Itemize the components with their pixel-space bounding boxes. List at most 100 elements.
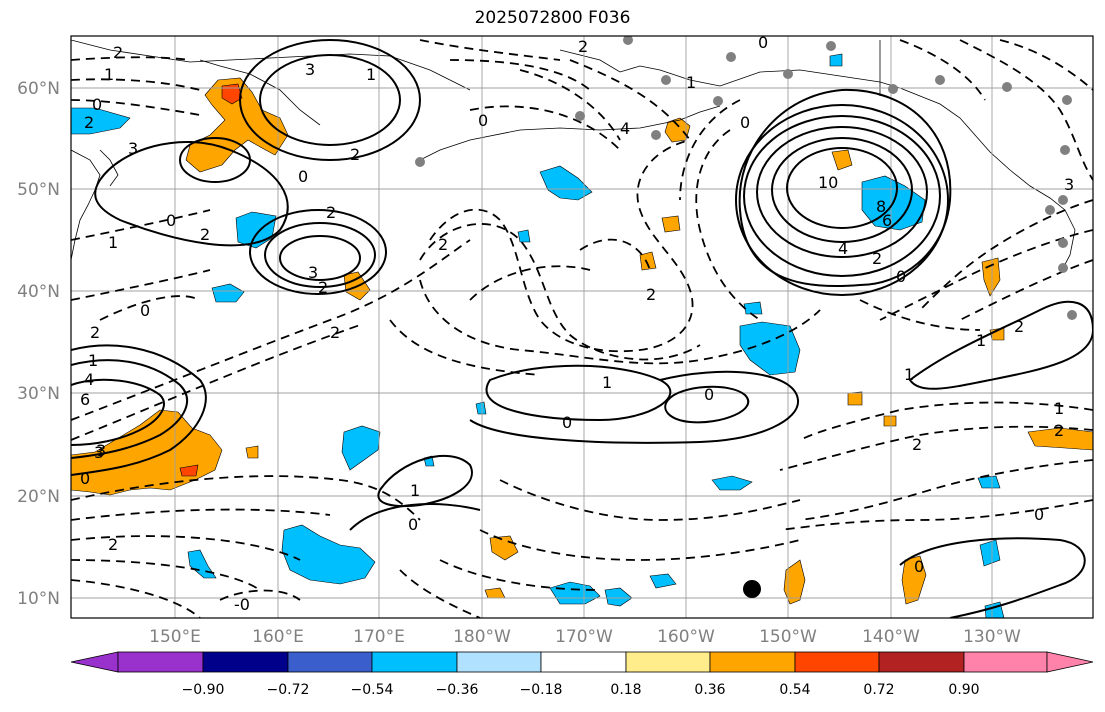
lon-label: 140°W — [862, 627, 920, 647]
station-dot — [826, 41, 836, 51]
colorbar-segment — [371, 651, 458, 673]
colorbar-segment — [794, 651, 880, 673]
colorbar-label: −0.18 — [520, 682, 563, 698]
contour-label: 0 — [758, 33, 768, 52]
contour-label: 1 — [976, 331, 986, 350]
plot-frame — [70, 35, 1094, 619]
contour-labels: 2 1 3 2 0 0 3 2 2 3 2 2 0 1 0 0 1 2 1 4 … — [80, 33, 1074, 614]
cyan-patch — [475, 401, 487, 415]
station-dot — [651, 130, 661, 140]
lon-label: 150°W — [759, 627, 817, 647]
colorbar-label: −0.54 — [351, 682, 394, 698]
colorbar-label: 0.54 — [779, 682, 810, 698]
station-dot — [1058, 238, 1068, 248]
contour-label: 1 — [88, 351, 98, 370]
orange-patch — [847, 391, 863, 406]
contour-label: 2 — [872, 249, 882, 268]
orange-patch — [883, 415, 897, 427]
contour-label: 2 — [1054, 421, 1064, 440]
cyan-patch — [829, 53, 843, 67]
colorbar — [70, 651, 1094, 673]
contour-label: 1 — [108, 233, 118, 252]
cyan-patch — [979, 539, 1001, 567]
colorbar-label: −0.72 — [267, 682, 310, 698]
colorbar-segment — [117, 651, 204, 673]
cyan-patch — [743, 301, 763, 315]
contour-label: 8 — [876, 197, 886, 216]
contour-label: 1 — [686, 73, 696, 92]
colorbar-segment — [70, 651, 119, 673]
contour-label: 3 — [1064, 175, 1074, 194]
orange-patch — [831, 149, 853, 171]
colorbar-segment — [456, 651, 542, 673]
contour-label: 10 — [818, 173, 838, 192]
contour-label: 2 — [578, 37, 588, 56]
orange-patch — [639, 251, 657, 271]
contour-label: -0 — [234, 595, 250, 614]
cyan-patch — [977, 475, 1001, 489]
contour-label: 1 — [904, 365, 914, 384]
contour-label: 2 — [113, 43, 123, 62]
contour-label: 2 — [108, 535, 118, 554]
contour-label: 0 — [140, 301, 150, 320]
contour-label: 0 — [562, 413, 572, 432]
contour-label: 1 — [366, 65, 376, 84]
contour-label: 2 — [438, 235, 448, 254]
station-dot — [1062, 95, 1072, 105]
station-dot — [575, 111, 585, 121]
cyan-patch — [549, 581, 601, 605]
solid-contours — [71, 39, 1093, 618]
cyan-patch — [187, 549, 217, 579]
contour-label: 2 — [84, 113, 94, 132]
lon-label: 160°E — [252, 627, 304, 647]
colorbar-label: 0.90 — [948, 682, 979, 698]
orange-patch — [661, 215, 681, 233]
colorbar-segment — [709, 651, 796, 673]
contour-label: 4 — [838, 239, 848, 258]
cyan-patch — [211, 283, 245, 303]
station-dots — [415, 36, 1077, 320]
station-dot — [661, 75, 671, 85]
contour-label: 1 — [104, 65, 114, 84]
lon-label: 130°W — [963, 627, 1021, 647]
longitude-labels: 150°E 160°E 170°E 180°W 170°W 160°W 150°… — [149, 627, 1021, 647]
station-dot — [1058, 263, 1068, 273]
red-patch — [179, 464, 199, 477]
lat-label: 30°N — [17, 384, 60, 404]
contour-label: 2 — [350, 145, 360, 164]
contour-label: 2 — [318, 278, 328, 297]
contour-label: 6 — [882, 211, 892, 230]
shaded-regions — [71, 53, 1093, 618]
contour-label: 3 — [94, 443, 104, 462]
contour-label: 2 — [646, 285, 656, 304]
contour-label: 1 — [410, 481, 420, 500]
contour-label: 2 — [912, 435, 922, 454]
colorbar-segment — [287, 651, 373, 673]
map-title: 2025072800 F036 — [474, 8, 631, 28]
lat-label: 10°N — [17, 589, 60, 609]
station-dot — [935, 75, 945, 85]
contour-label: 2 — [1014, 317, 1024, 336]
station-dot — [783, 69, 793, 79]
contour-label: 3 — [96, 441, 106, 460]
station-dot — [1058, 195, 1068, 205]
contour-label: 3 — [305, 60, 315, 79]
lon-label: 150°E — [149, 627, 201, 647]
station-dot — [1002, 82, 1012, 92]
contour-label: 3 — [308, 263, 318, 282]
colorbar-segment — [878, 651, 965, 673]
contour-label: 0 — [298, 167, 308, 186]
contour-label: 0 — [408, 515, 418, 534]
contour-label: 0 — [92, 95, 102, 114]
colorbar-segment — [202, 651, 289, 673]
colorbar-segment — [1046, 651, 1094, 673]
colorbar-label: −0.90 — [182, 682, 225, 698]
station-dot — [1067, 310, 1077, 320]
cyan-patch — [649, 573, 677, 589]
contour-label: 0 — [740, 113, 750, 132]
contour-label: 1 — [1054, 399, 1064, 418]
contour-label: 1 — [602, 373, 612, 392]
station-dot — [415, 157, 425, 167]
cyan-patch — [71, 107, 131, 135]
